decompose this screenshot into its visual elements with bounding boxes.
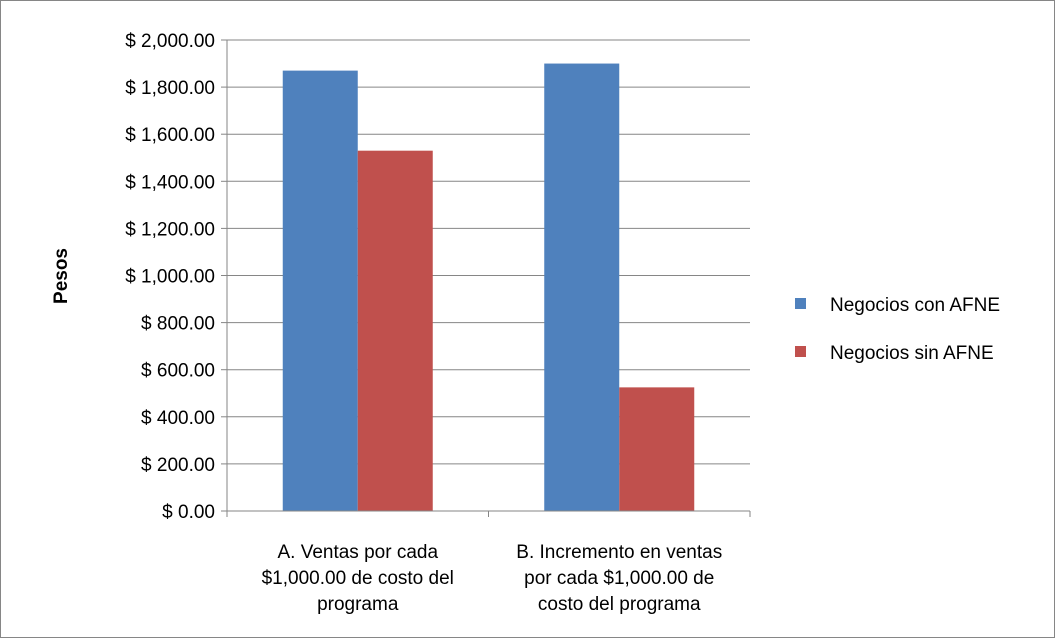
bars xyxy=(282,63,695,512)
y-tick-label: $ 600.00 xyxy=(141,361,215,382)
y-tick-label: $ 1,000.00 xyxy=(125,267,215,288)
y-tick-label: $ 1,200.00 xyxy=(125,219,215,240)
bar xyxy=(619,387,695,511)
y-tick-label: $ 1,800.00 xyxy=(125,78,215,99)
y-tick-label: $ 800.00 xyxy=(141,314,215,335)
y-tick-label: $ 0.00 xyxy=(162,502,215,523)
legend-swatch xyxy=(795,298,806,309)
y-tick-label: $ 400.00 xyxy=(141,408,215,429)
x-category-label: B. Incremento en ventas por cada $1,000.0… xyxy=(516,542,722,615)
x-axis-categories: A. Ventas por cada $1,000.00 de costo del… xyxy=(262,542,723,615)
y-tick-label: $ 1,400.00 xyxy=(125,172,215,193)
legend-label: Negocios sin AFNE xyxy=(830,343,994,364)
x-category-label: A. Ventas por cada $1,000.00 de costo del… xyxy=(262,542,454,615)
y-tick-label: $ 200.00 xyxy=(141,455,215,476)
y-tick-label: $ 1,600.00 xyxy=(125,125,215,146)
legend: Negocios con AFNE Negocios sin AFNE xyxy=(795,295,1000,364)
bar xyxy=(282,70,358,512)
y-tick-label: $ 2,000.00 xyxy=(125,31,215,52)
axes xyxy=(226,40,751,517)
y-axis-title: Pesos xyxy=(51,248,72,304)
bar xyxy=(544,63,620,512)
bar xyxy=(357,150,433,511)
legend-label: Negocios con AFNE xyxy=(830,295,1000,316)
y-axis-ticks: $ 0.00 $ 200.00 $ 400.00 $ 600.00 $ 800.00 $ … xyxy=(125,31,227,523)
legend-swatch xyxy=(795,346,806,357)
